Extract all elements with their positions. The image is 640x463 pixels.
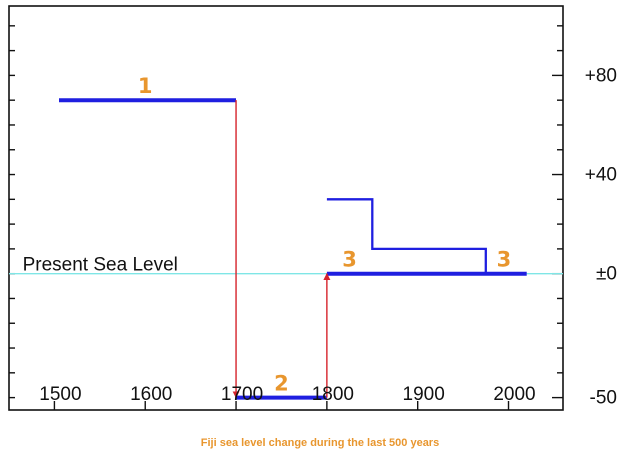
x-tick-label: 1800 bbox=[312, 384, 354, 405]
axis-ticks bbox=[9, 25, 563, 410]
chart-caption: Fiji sea level change during the last 50… bbox=[200, 437, 440, 449]
series-group bbox=[59, 98, 527, 400]
text-labels: +80 +40 ±0 -50 1500 1600 1700 1800 1900 2000 Prese… bbox=[23, 65, 617, 408]
x-tick-label: 1900 bbox=[403, 384, 445, 405]
period-label: 3 bbox=[497, 248, 512, 272]
period-label: 3 bbox=[342, 248, 357, 272]
series-line-3 bbox=[326, 198, 487, 274]
x-tick-label: 2000 bbox=[493, 384, 535, 405]
present-sea-level-label: Present Sea Level bbox=[23, 255, 178, 276]
x-tick-label: 1700 bbox=[221, 384, 263, 405]
x-tick-label: 1600 bbox=[130, 384, 172, 405]
x-tick-label: 1500 bbox=[39, 384, 81, 405]
transition-arrows bbox=[232, 100, 331, 399]
y-tick-label: -50 bbox=[590, 388, 617, 409]
plot-frame bbox=[8, 5, 564, 411]
y-tick-label: +40 bbox=[585, 165, 617, 186]
period-label: 2 bbox=[274, 372, 289, 396]
period-label: 1 bbox=[138, 74, 153, 98]
y-tick-label: ±0 bbox=[596, 264, 617, 285]
y-tick-label: +80 bbox=[585, 65, 617, 86]
